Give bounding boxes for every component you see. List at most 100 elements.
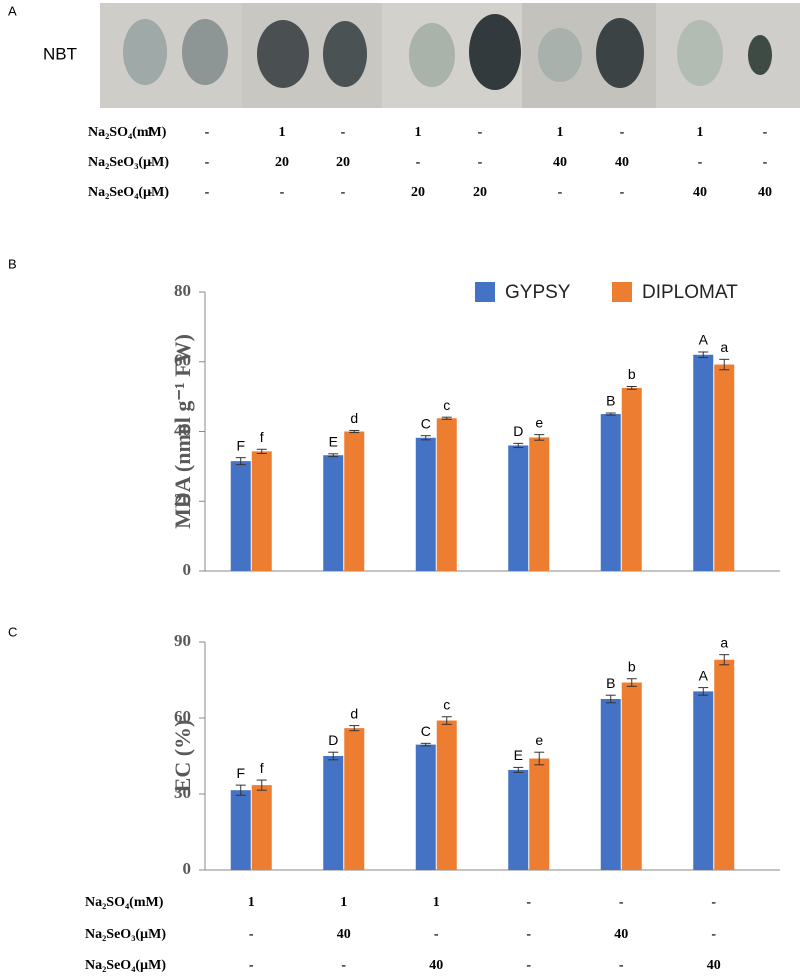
treatment-value: - xyxy=(341,125,346,140)
treatment-name: Na₂SO₄(mM) xyxy=(85,895,164,910)
legend-swatch xyxy=(475,282,495,302)
bar xyxy=(693,691,714,870)
significance-letter: D xyxy=(513,423,523,439)
treatment-value: - xyxy=(478,125,483,140)
significance-letter: f xyxy=(260,429,264,445)
treatment-value: - xyxy=(620,125,625,140)
bar xyxy=(621,387,642,571)
treatment-name: Na₂SeO₄(µM) xyxy=(88,185,169,200)
significance-letter: D xyxy=(328,732,338,748)
treatment-value: 20 xyxy=(275,155,289,170)
treatment-value: 1 xyxy=(557,125,564,140)
significance-letter: B xyxy=(606,393,615,409)
treatment-value: - xyxy=(763,155,768,170)
significance-letter: d xyxy=(350,705,358,721)
significance-letter: b xyxy=(628,658,636,674)
y-tick-label: 60 xyxy=(174,351,191,370)
significance-letter: B xyxy=(606,675,615,691)
treatment-value: 40 xyxy=(553,155,567,170)
treatment-name: Na₂SeO₄(µM) xyxy=(85,958,166,973)
significance-letter: e xyxy=(535,732,543,748)
bar xyxy=(251,785,272,870)
treatment-value: 20 xyxy=(473,185,487,200)
treatment-value: - xyxy=(619,958,624,973)
treatment-value: - xyxy=(558,185,563,200)
significance-letter: c xyxy=(443,397,450,413)
significance-letter: C xyxy=(421,415,431,431)
bar xyxy=(323,455,344,571)
treatment-value: 1 xyxy=(279,125,286,140)
treatment-name: Na₂SeO₃(µM) xyxy=(88,155,169,170)
treatment-value: - xyxy=(341,185,346,200)
treatment-value: - xyxy=(526,958,531,973)
treatment-value: - xyxy=(148,185,153,200)
treatment-value: - xyxy=(249,958,254,973)
leaf-photo xyxy=(100,3,800,108)
bar xyxy=(415,744,436,870)
bar xyxy=(600,699,621,870)
treatment-value: - xyxy=(205,185,210,200)
bar xyxy=(508,769,529,870)
treatment-value: 40 xyxy=(758,185,772,200)
treatment-value: - xyxy=(280,185,285,200)
panel-label: B xyxy=(8,256,17,271)
bar xyxy=(230,790,251,870)
treatment-value: - xyxy=(620,185,625,200)
significance-letter: a xyxy=(720,634,728,650)
significance-letter: E xyxy=(329,434,338,450)
treatment-value: - xyxy=(205,125,210,140)
stain-label: NBT xyxy=(43,44,77,63)
legend-swatch xyxy=(612,282,632,302)
treatment-value: 40 xyxy=(614,927,628,942)
treatment-value: 40 xyxy=(693,185,707,200)
significance-letter: d xyxy=(350,410,358,426)
bar xyxy=(323,756,344,870)
bar xyxy=(230,461,251,571)
treatment-value: 1 xyxy=(697,125,704,140)
significance-letter: F xyxy=(236,437,245,453)
legend-label: DIPLOMAT xyxy=(642,282,738,303)
y-tick-label: 0 xyxy=(183,859,192,878)
significance-letter: A xyxy=(699,667,709,683)
bar xyxy=(529,437,550,571)
bar xyxy=(436,418,457,571)
bar xyxy=(714,364,735,571)
y-tick-label: 40 xyxy=(174,420,191,439)
treatment-value: - xyxy=(619,895,624,910)
significance-letter: C xyxy=(421,723,431,739)
significance-letter: E xyxy=(514,747,523,763)
treatment-value: - xyxy=(416,155,421,170)
treatment-name: Na₂SO₄(mM) xyxy=(88,125,167,140)
bar xyxy=(600,414,621,571)
treatment-name: Na₂SeO₃(µM) xyxy=(85,927,166,942)
significance-letter: F xyxy=(236,765,245,781)
treatment-value: 1 xyxy=(433,895,440,910)
bar xyxy=(436,720,457,870)
y-tick-label: 90 xyxy=(174,631,191,650)
significance-letter: c xyxy=(443,696,450,712)
bar xyxy=(714,659,735,870)
bar xyxy=(415,437,436,571)
treatment-value: - xyxy=(526,927,531,942)
treatment-value: 1 xyxy=(415,125,422,140)
y-axis-label: EC (%) xyxy=(170,720,195,793)
bar xyxy=(344,431,365,571)
treatment-value: - xyxy=(249,927,254,942)
y-tick-label: 20 xyxy=(174,490,191,509)
treatment-value: 20 xyxy=(411,185,425,200)
significance-letter: e xyxy=(535,414,543,430)
treatment-value: - xyxy=(698,155,703,170)
bar xyxy=(251,451,272,571)
treatment-value: 1 xyxy=(248,895,255,910)
y-tick-label: 30 xyxy=(174,783,191,802)
significance-letter: a xyxy=(720,339,728,355)
treatment-value: - xyxy=(526,895,531,910)
bar xyxy=(621,682,642,870)
treatment-value: 40 xyxy=(337,927,351,942)
treatment-value: 1 xyxy=(340,895,347,910)
treatment-value: - xyxy=(478,155,483,170)
y-tick-label: 60 xyxy=(174,707,191,726)
y-tick-label: 80 xyxy=(174,281,191,300)
treatment-value: 1 xyxy=(147,125,154,140)
